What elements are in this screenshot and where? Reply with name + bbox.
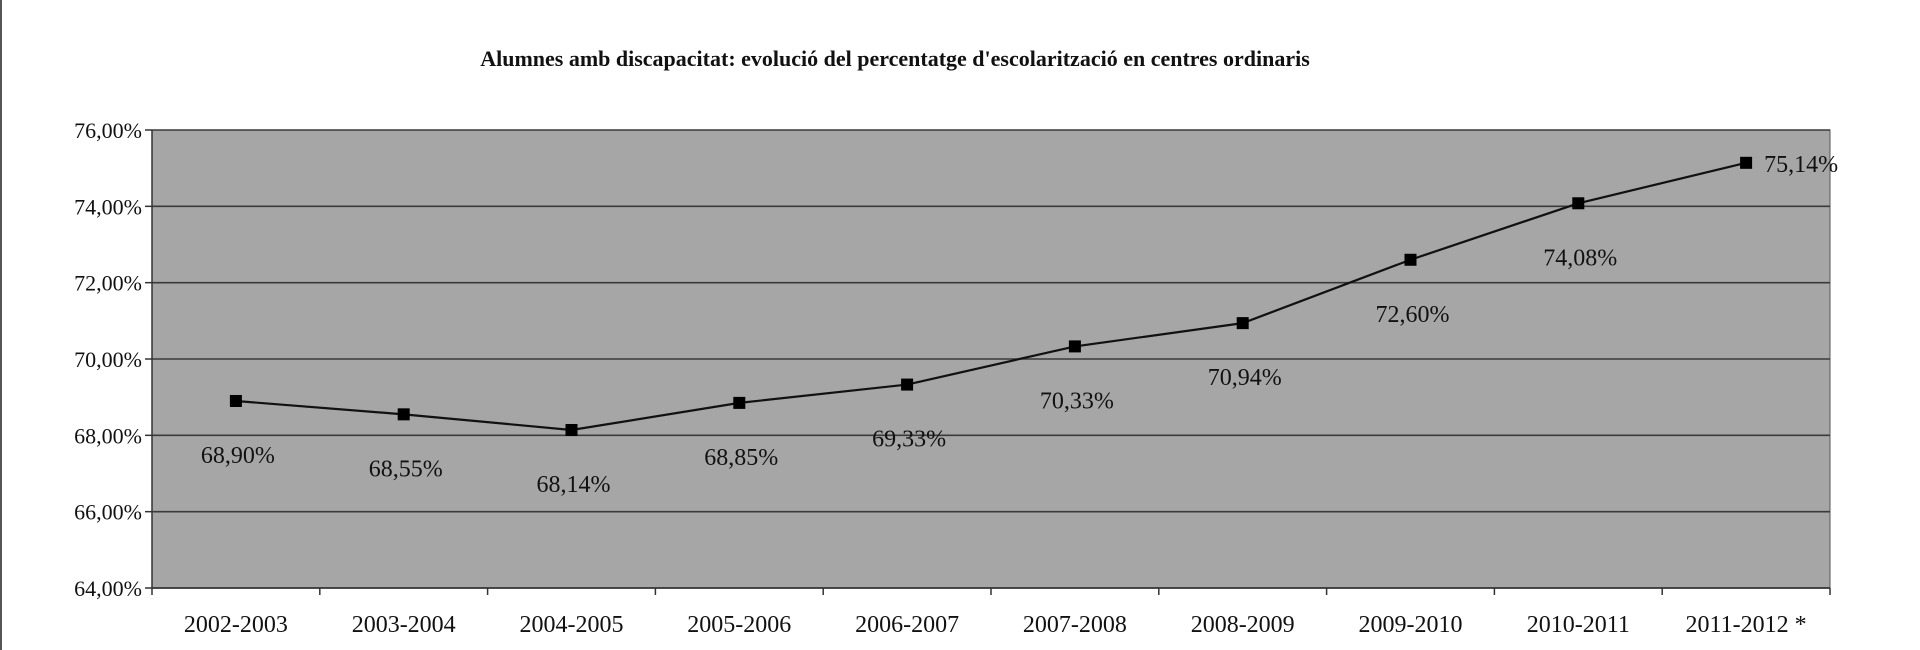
x-tick-label: 2003-2004 <box>352 612 456 638</box>
y-tick-label: 64,00% <box>74 576 142 601</box>
x-tick-label: 2007-2008 <box>1023 612 1127 638</box>
x-tick-label: 2009-2010 <box>1359 612 1463 638</box>
x-tick-label: 2011-2012 * <box>1686 612 1807 638</box>
data-point <box>397 408 410 421</box>
data-point <box>229 394 242 407</box>
x-tick-label: 2006-2007 <box>855 612 959 638</box>
data-point <box>901 378 914 391</box>
x-tick-label: 2002-2003 <box>184 612 288 638</box>
data-label: 68,85% <box>704 445 778 471</box>
data-label: 70,33% <box>1040 388 1114 414</box>
data-point <box>1236 317 1249 330</box>
plot-area: 64,00% 66,00% 68,00% 70,00% 72,00% 74,00% 76,0… <box>74 118 1838 638</box>
data-label: 68,14% <box>537 472 611 498</box>
x-tick-label: 2008-2009 <box>1191 612 1295 638</box>
data-label: 74,08% <box>1543 245 1617 271</box>
x-tick-label: 2010-2011 <box>1527 612 1630 638</box>
data-point <box>565 423 578 436</box>
y-tick-label: 70,00% <box>74 347 142 372</box>
data-point <box>733 396 746 409</box>
y-tick-label: 74,00% <box>74 194 142 219</box>
data-label: 68,90% <box>201 443 275 469</box>
data-point <box>1740 156 1753 169</box>
data-label: 72,60% <box>1376 302 1450 328</box>
y-tick-label: 76,00% <box>74 118 142 143</box>
y-tick-label: 72,00% <box>74 271 142 296</box>
y-tick-label: 66,00% <box>74 500 142 525</box>
data-point <box>1572 197 1585 210</box>
data-label: 68,55% <box>369 456 443 482</box>
x-tick-label: 2004-2005 <box>520 612 624 638</box>
data-label: 75,14% <box>1764 152 1838 178</box>
series-line <box>235 161 1747 432</box>
x-tick-label: 2005-2006 <box>687 612 791 638</box>
data-label: 69,33% <box>872 427 946 453</box>
data-point <box>1404 253 1417 266</box>
data-label: 70,94% <box>1208 365 1282 391</box>
y-tick-label: 68,00% <box>74 423 142 448</box>
data-point <box>1068 340 1081 353</box>
chart-title: Alumnes amb discapacitat: evolució del p… <box>480 46 1310 71</box>
